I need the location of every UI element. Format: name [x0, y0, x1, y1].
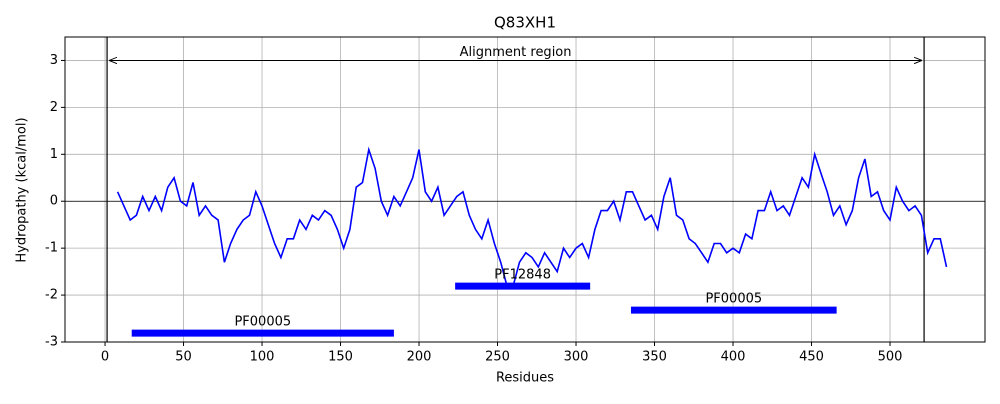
x-axis-label: Residues	[496, 371, 554, 386]
domain-label: PF00005	[234, 315, 291, 330]
x-tick-label: 500	[878, 350, 903, 365]
x-tick-label: 150	[328, 350, 353, 365]
x-tick-label: 100	[250, 350, 275, 365]
x-tick-label: 0	[101, 350, 109, 365]
y-tick-label: 3	[50, 53, 58, 68]
chart-title: Q83XH1	[494, 14, 556, 32]
y-tick-label: -1	[45, 241, 58, 256]
y-tick-label: -3	[45, 335, 58, 350]
region-label: Alignment region	[460, 45, 572, 60]
y-axis-label: Hydropathy (kcal/mol)	[15, 117, 30, 262]
x-tick-label: 250	[485, 350, 510, 365]
y-tick-label: 1	[50, 147, 58, 162]
x-tick-label: 450	[799, 350, 824, 365]
domain-label: PF00005	[705, 292, 762, 307]
y-tick-label: 0	[50, 194, 58, 209]
y-tick-label: -2	[45, 288, 58, 303]
x-tick-label: 50	[175, 350, 192, 365]
x-tick-label: 400	[721, 350, 746, 365]
plot-frame	[64, 36, 986, 343]
x-tick-label: 300	[564, 350, 589, 365]
hydropathy-line	[116, 146, 948, 287]
x-tick-label: 200	[407, 350, 432, 365]
x-tick-label: 350	[642, 350, 667, 365]
y-tick-label: 2	[50, 100, 58, 115]
domain-label: PF12848	[494, 268, 551, 283]
